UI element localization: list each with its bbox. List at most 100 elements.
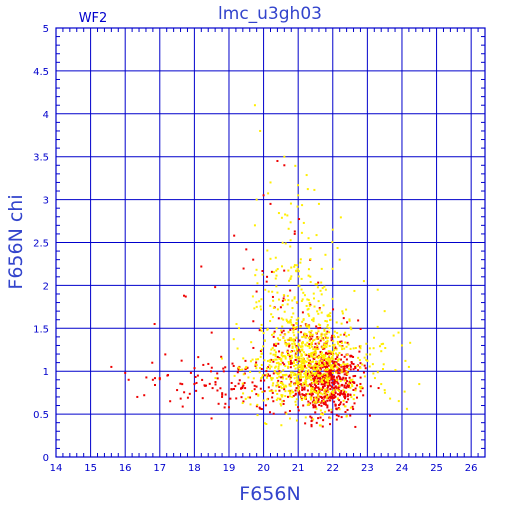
data-point <box>316 377 319 380</box>
data-point <box>280 216 283 219</box>
data-point <box>305 323 308 326</box>
data-point <box>259 129 262 132</box>
data-point <box>358 359 361 362</box>
data-point <box>295 351 298 354</box>
data-point <box>335 380 338 383</box>
data-point <box>319 366 322 369</box>
data-point <box>298 373 301 376</box>
data-point <box>273 369 276 372</box>
data-point <box>326 406 329 409</box>
data-point <box>286 321 289 324</box>
data-point <box>260 352 263 355</box>
data-point <box>284 390 287 393</box>
data-point <box>331 375 334 378</box>
data-point <box>305 377 308 380</box>
data-point <box>346 371 349 374</box>
data-point <box>319 380 322 383</box>
data-point <box>404 359 407 362</box>
data-point <box>340 341 343 344</box>
data-point <box>339 377 342 380</box>
data-point <box>235 397 238 400</box>
data-point <box>214 377 217 380</box>
data-point <box>324 370 327 373</box>
data-point <box>272 353 275 356</box>
data-point <box>308 330 311 333</box>
data-point <box>277 379 280 382</box>
data-point <box>315 337 318 340</box>
data-point <box>294 164 297 167</box>
data-point <box>324 395 327 398</box>
data-point <box>295 336 298 339</box>
data-point <box>332 334 335 337</box>
data-point <box>259 305 262 308</box>
data-point <box>349 364 352 367</box>
data-point <box>288 395 291 398</box>
data-point <box>306 384 309 387</box>
data-point <box>330 339 333 342</box>
data-point <box>336 369 339 372</box>
data-point <box>309 359 312 362</box>
data-point <box>297 364 300 367</box>
data-point <box>380 343 383 346</box>
data-point <box>318 363 321 366</box>
data-point <box>302 381 305 384</box>
data-point <box>295 301 298 304</box>
data-point <box>331 397 334 400</box>
data-point <box>283 388 286 391</box>
data-point <box>272 332 275 335</box>
data-point <box>298 356 301 359</box>
data-point <box>296 373 299 376</box>
data-point <box>269 304 272 307</box>
data-point <box>306 373 309 376</box>
data-point <box>288 337 291 340</box>
data-point <box>300 231 303 234</box>
data-point <box>273 330 276 333</box>
data-point <box>372 347 375 350</box>
data-point <box>272 400 275 403</box>
data-point <box>335 407 338 410</box>
data-point <box>262 399 265 402</box>
data-point <box>310 394 313 397</box>
data-point <box>327 409 330 412</box>
data-point <box>300 345 303 348</box>
data-point <box>259 407 262 410</box>
data-point <box>326 381 329 384</box>
data-point <box>302 221 305 224</box>
data-point <box>315 375 318 378</box>
data-point <box>314 404 317 407</box>
data-point <box>312 348 315 351</box>
data-point <box>292 362 295 365</box>
data-point <box>318 308 321 311</box>
data-point <box>266 275 269 278</box>
data-point <box>294 356 297 359</box>
data-point <box>297 184 300 187</box>
data-point <box>265 373 268 376</box>
data-point <box>383 389 386 392</box>
data-point <box>328 351 331 354</box>
data-point <box>124 371 127 374</box>
data-point <box>326 326 329 329</box>
data-point <box>294 389 297 392</box>
data-point <box>308 355 311 358</box>
data-point <box>277 212 280 215</box>
y-tick-label: 1 <box>43 367 49 378</box>
data-point <box>312 406 315 409</box>
data-point <box>253 224 256 227</box>
data-point <box>343 395 346 398</box>
data-point <box>284 213 287 216</box>
data-point <box>316 382 319 385</box>
data-point <box>324 403 327 406</box>
data-point <box>310 398 313 401</box>
data-point <box>338 372 341 375</box>
data-point <box>167 374 170 377</box>
data-point <box>268 364 271 367</box>
data-point <box>309 366 312 369</box>
data-point <box>307 307 310 310</box>
data-point <box>325 343 328 346</box>
y-tick-label: 3 <box>43 196 49 207</box>
data-point <box>295 380 298 383</box>
data-point <box>332 389 335 392</box>
data-point <box>264 404 267 407</box>
data-point <box>271 377 274 380</box>
